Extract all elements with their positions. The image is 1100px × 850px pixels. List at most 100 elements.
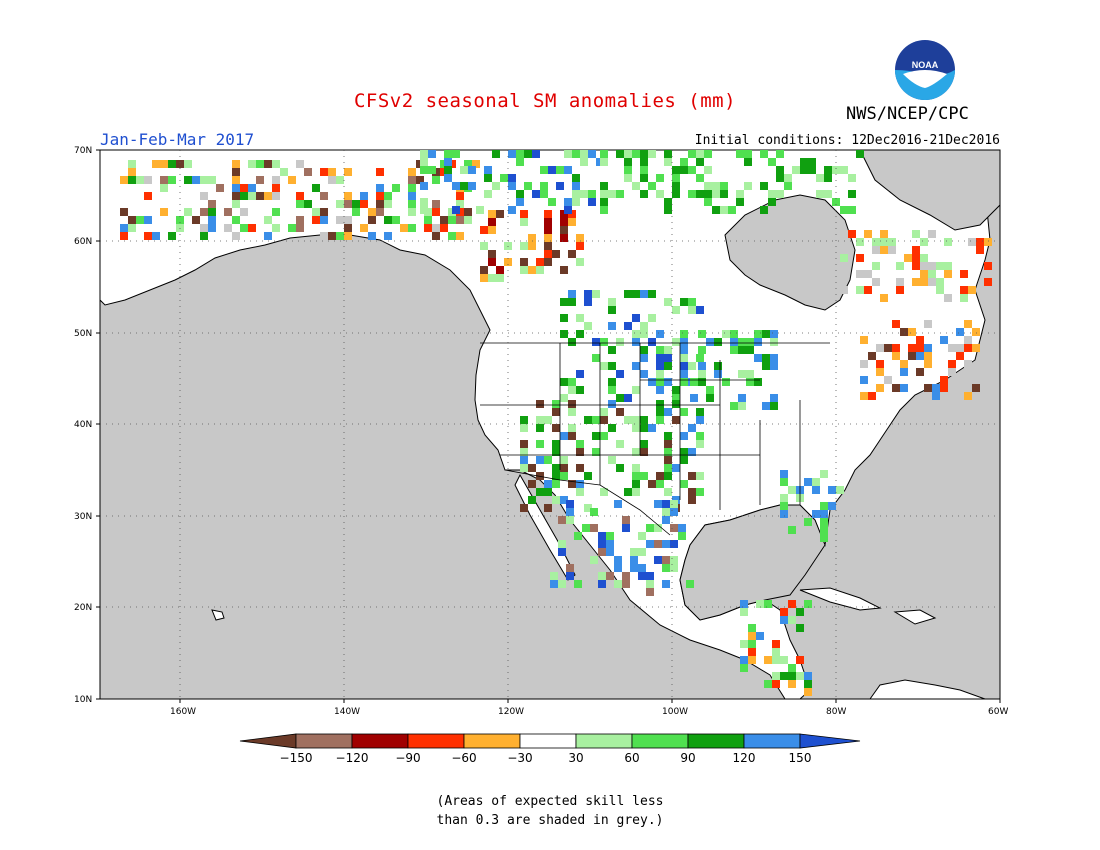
anomaly-cell <box>568 218 576 226</box>
anomaly-cell <box>672 338 680 346</box>
graticule <box>100 150 1000 699</box>
anomaly-cell <box>568 298 576 306</box>
anomaly-cell <box>738 338 746 346</box>
anomaly-cell <box>184 208 192 216</box>
anomaly-cell <box>820 510 828 518</box>
anomaly-cell <box>572 190 580 198</box>
anomaly-cell <box>748 640 756 648</box>
anomaly-cell <box>770 354 778 362</box>
anomaly-cell <box>580 158 588 166</box>
anomaly-cell <box>976 246 984 254</box>
anomaly-cell <box>948 360 956 368</box>
anomaly-cell <box>528 464 536 472</box>
anomaly-cell <box>584 472 592 480</box>
anomaly-cell <box>568 432 576 440</box>
anomaly-cell <box>240 192 248 200</box>
anomaly-cell <box>598 580 606 588</box>
anomaly-cell <box>656 408 664 416</box>
anomaly-cell <box>940 376 948 384</box>
anomaly-cell <box>368 216 376 224</box>
anomaly-cell <box>536 488 544 496</box>
anomaly-cell <box>304 200 312 208</box>
anomaly-cell <box>288 224 296 232</box>
anomaly-cell <box>428 150 436 158</box>
anomaly-cell <box>622 580 630 588</box>
anomaly-cell <box>420 206 428 214</box>
anomaly-cell <box>720 190 728 198</box>
anomaly-cell <box>160 208 168 216</box>
anomaly-cell <box>468 182 476 190</box>
anomaly-cell <box>738 402 746 410</box>
anomaly-cell <box>680 166 688 174</box>
anomaly-cell <box>456 216 464 224</box>
anomaly-cell <box>480 242 488 250</box>
anomaly-cell <box>552 464 560 472</box>
anomaly-cell <box>968 238 976 246</box>
anomaly-cell <box>200 208 208 216</box>
anomaly-cell <box>738 346 746 354</box>
lat-label: 20N <box>74 603 92 613</box>
anomaly-cell <box>712 182 720 190</box>
anomaly-cell <box>664 464 672 472</box>
anomaly-cell <box>544 258 552 266</box>
anomaly-cell <box>772 648 780 656</box>
anomaly-cell <box>480 274 488 282</box>
anomaly-cell <box>680 330 688 338</box>
anomaly-cell <box>956 376 964 384</box>
anomaly-cell <box>456 232 464 240</box>
anomaly-cell <box>912 254 920 262</box>
anomaly-cell <box>680 158 688 166</box>
anomaly-cell <box>840 206 848 214</box>
anomaly-cell <box>816 174 824 182</box>
anomaly-cell <box>638 548 646 556</box>
anomaly-cell <box>632 362 640 370</box>
anomaly-cell <box>804 518 812 526</box>
anomaly-cell <box>560 456 568 464</box>
anomaly-cell <box>552 400 560 408</box>
anomaly-cell <box>776 174 784 182</box>
anomaly-cell <box>624 322 632 330</box>
anomaly-cell <box>216 184 224 192</box>
anomaly-cell <box>680 448 688 456</box>
anomaly-cell <box>696 174 704 182</box>
anomaly-cell <box>560 298 568 306</box>
anomaly-cell <box>576 448 584 456</box>
anomaly-cell <box>560 496 568 504</box>
anomaly-cell <box>804 680 812 688</box>
anomaly-cell <box>664 346 672 354</box>
anomaly-cell <box>444 158 452 166</box>
anomaly-cell <box>480 266 488 274</box>
anomaly-cell <box>680 338 688 346</box>
anomaly-cell <box>532 190 540 198</box>
anomaly-cell <box>900 360 908 368</box>
anomaly-cell <box>444 166 452 174</box>
anomaly-cell <box>168 176 176 184</box>
anomaly-cell <box>678 532 686 540</box>
anomaly-cell <box>840 262 848 270</box>
anomaly-cell <box>622 572 630 580</box>
anomaly-cell <box>896 278 904 286</box>
anomaly-cell <box>520 448 528 456</box>
anomaly-cell <box>728 206 736 214</box>
anomaly-cell <box>144 176 152 184</box>
anomaly-cell <box>608 190 616 198</box>
anomaly-cell <box>608 386 616 394</box>
tick-marks <box>96 149 1001 703</box>
anomaly-cell <box>344 168 352 176</box>
anomaly-cell <box>280 168 288 176</box>
anomaly-cell <box>640 354 648 362</box>
anomaly-cell <box>232 168 240 176</box>
lat-label: 60N <box>74 237 92 247</box>
anomaly-cell <box>608 362 616 370</box>
anomaly-cell <box>784 174 792 182</box>
anomaly-cell <box>144 232 152 240</box>
anomaly-cell <box>232 184 240 192</box>
anomaly-cell <box>128 176 136 184</box>
anomaly-cell <box>928 270 936 278</box>
anomaly-cell <box>698 362 706 370</box>
anomaly-cell <box>920 262 928 270</box>
anomaly-cell <box>868 352 876 360</box>
anomaly-cell <box>352 200 360 208</box>
anomaly-cell <box>916 344 924 352</box>
anomaly-cell <box>584 322 592 330</box>
